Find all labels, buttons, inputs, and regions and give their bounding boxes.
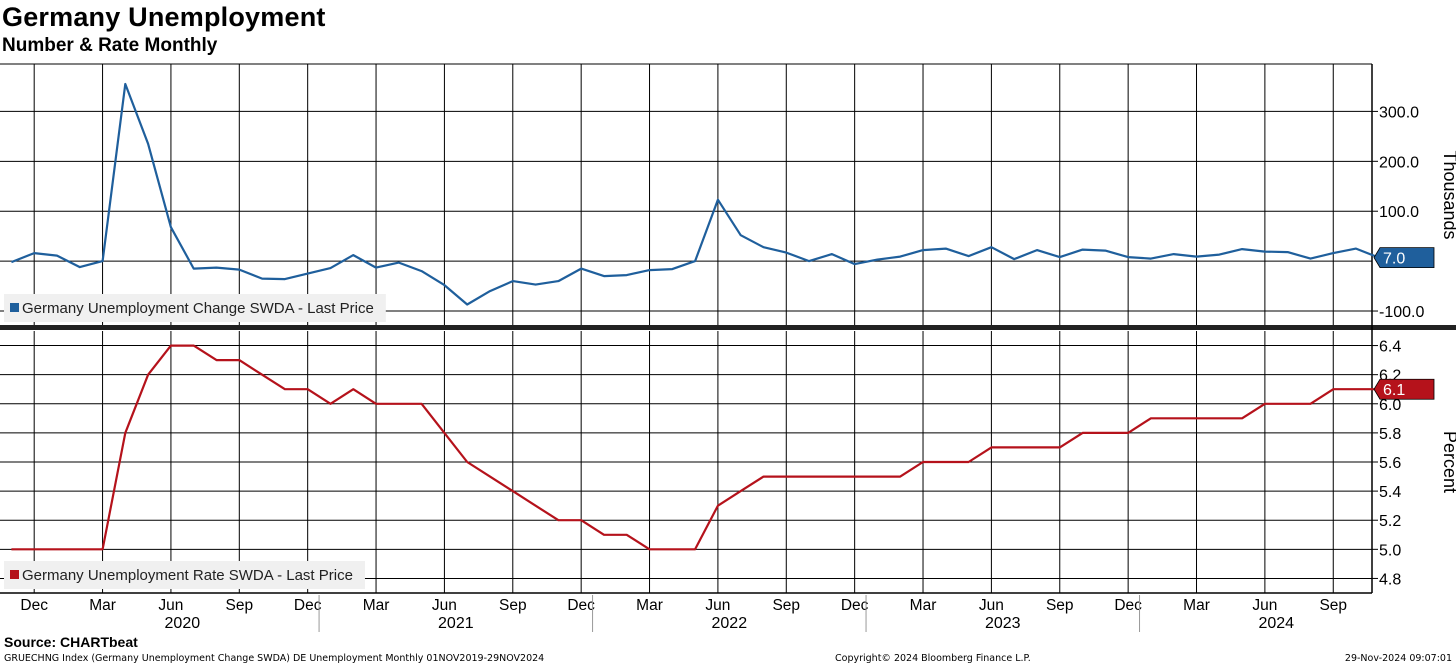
top-ytick-label: 200.0 bbox=[1379, 154, 1419, 171]
xtick-label: Jun bbox=[158, 597, 183, 614]
change-legend-swatch bbox=[10, 303, 19, 312]
bottom-ytick-label: 6.4 bbox=[1379, 339, 1401, 356]
top-ylabel: Thousands bbox=[1440, 150, 1456, 239]
change-legend-box bbox=[4, 294, 386, 322]
bottom-ytick-label: 5.8 bbox=[1379, 426, 1401, 443]
xtick-label: Jun bbox=[432, 597, 457, 614]
top-panel-frame bbox=[0, 64, 1372, 326]
xtick-label: Sep bbox=[226, 597, 254, 614]
year-label: 2022 bbox=[712, 615, 748, 632]
xtick-label: Jun bbox=[979, 597, 1004, 614]
bottom-ytick-label: 5.0 bbox=[1379, 542, 1401, 559]
change-last-value-label: 7.0 bbox=[1383, 251, 1405, 268]
year-label: 2023 bbox=[985, 615, 1021, 632]
change-last-value-tag bbox=[1373, 247, 1435, 269]
bottom-ytick-label: 5.2 bbox=[1379, 513, 1401, 530]
year-label: 2020 bbox=[165, 615, 201, 632]
bottom-ylabel: Percent bbox=[1440, 431, 1456, 493]
series-description: GRUECHNG Index (Germany Unemployment Cha… bbox=[4, 653, 545, 664]
xtick-label: Mar bbox=[89, 597, 116, 614]
xtick-label: Jun bbox=[1252, 597, 1277, 614]
top-ytick-label: 300.0 bbox=[1379, 104, 1419, 121]
rate-legend-box bbox=[4, 561, 365, 589]
xtick-label: Mar bbox=[636, 597, 663, 614]
bottom-ytick-label: 4.8 bbox=[1379, 571, 1401, 588]
rate-series-line bbox=[11, 344, 1379, 551]
xtick-label: Dec bbox=[20, 597, 48, 614]
bottom-ytick-label: 5.4 bbox=[1379, 484, 1401, 501]
xtick-label: Sep bbox=[499, 597, 527, 614]
xtick-label: Mar bbox=[1183, 597, 1210, 614]
top-ytick-label: -100.0 bbox=[1379, 304, 1424, 321]
rate-legend-swatch bbox=[10, 570, 19, 579]
xtick-label: Jun bbox=[705, 597, 730, 614]
rate-legend-label: Germany Unemployment Rate SWDA - Last Pr… bbox=[22, 567, 353, 584]
xtick-label: Sep bbox=[772, 597, 800, 614]
xtick-label: Mar bbox=[363, 597, 390, 614]
chart-title: Germany Unemployment bbox=[2, 2, 326, 32]
panel-separator bbox=[0, 325, 1456, 330]
top-ytick-label: 100.0 bbox=[1379, 204, 1419, 221]
xtick-label: Dec bbox=[841, 597, 869, 614]
year-label: 2024 bbox=[1258, 615, 1294, 632]
xtick-label: Mar bbox=[910, 597, 937, 614]
year-label: 2021 bbox=[438, 615, 474, 632]
rate-last-value-tag bbox=[1373, 378, 1435, 400]
xtick-label: Dec bbox=[567, 597, 595, 614]
source-label: Source: CHARTbeat bbox=[4, 634, 138, 650]
xtick-label: Dec bbox=[1114, 597, 1142, 614]
chart-subtitle: Number & Rate Monthly bbox=[2, 35, 218, 56]
timestamp-text: 29-Nov-2024 09:07:01 bbox=[1344, 653, 1452, 664]
copyright-text: Copyright© 2024 Bloomberg Finance L.P. bbox=[835, 653, 1031, 664]
bottom-ytick-label: 6.0 bbox=[1379, 397, 1401, 414]
xtick-label: Sep bbox=[1319, 597, 1347, 614]
rate-last-value-label: 6.1 bbox=[1383, 382, 1405, 399]
change-legend-label: Germany Unemployment Change SWDA - Last … bbox=[22, 300, 374, 317]
change-series-line bbox=[10, 82, 1380, 306]
bottom-ytick-label: 5.6 bbox=[1379, 455, 1401, 472]
xtick-label: Dec bbox=[294, 597, 322, 614]
xtick-label: Sep bbox=[1046, 597, 1074, 614]
